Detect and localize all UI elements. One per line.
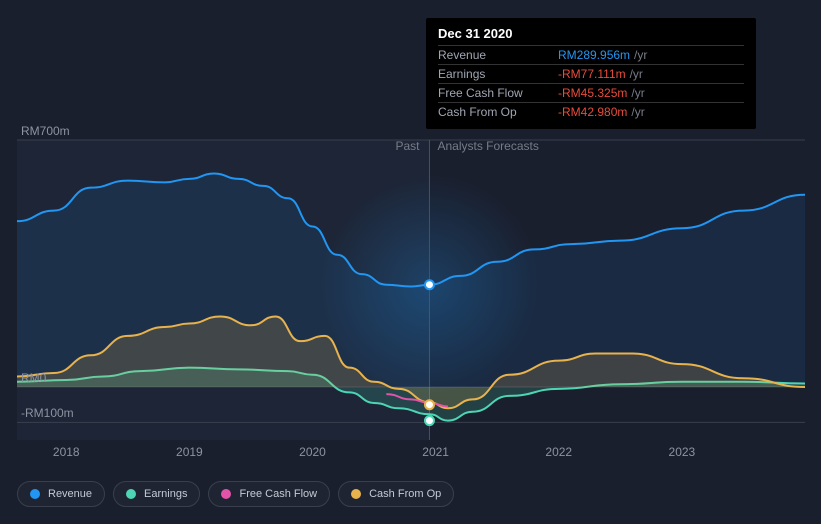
tooltip-row-unit: /yr bbox=[634, 48, 647, 62]
legend-item[interactable]: Earnings bbox=[113, 481, 200, 507]
tooltip-row-unit: /yr bbox=[631, 86, 644, 100]
y-axis-label: RM700m bbox=[21, 124, 70, 138]
tooltip-row: Earnings-RM77.111m/yr bbox=[438, 64, 744, 83]
x-axis-label: 2022 bbox=[545, 445, 572, 459]
tooltip-row: Free Cash Flow-RM45.325m/yr bbox=[438, 83, 744, 102]
legend-dot-icon bbox=[30, 489, 40, 499]
tooltip-row: Cash From Op-RM42.980m/yr bbox=[438, 102, 744, 121]
marker-revenue bbox=[425, 280, 434, 289]
legend-dot-icon bbox=[351, 489, 361, 499]
x-axis-label: 2018 bbox=[53, 445, 80, 459]
tooltip-row-unit: /yr bbox=[631, 105, 644, 119]
tooltip-row-value: -RM77.111m bbox=[558, 67, 626, 81]
tooltip-row-label: Cash From Op bbox=[438, 105, 558, 119]
tooltip-row-value: -RM45.325m bbox=[558, 86, 627, 100]
legend-item-label: Earnings bbox=[144, 488, 187, 500]
marker-cash_from_op bbox=[425, 400, 434, 409]
legend-item[interactable]: Cash From Op bbox=[338, 481, 454, 507]
tooltip: Dec 31 2020RevenueRM289.956m/yrEarnings-… bbox=[426, 18, 756, 129]
past-label: Past bbox=[395, 139, 419, 153]
tooltip-date: Dec 31 2020 bbox=[438, 26, 744, 41]
legend-item-label: Revenue bbox=[48, 488, 92, 500]
tooltip-row-label: Earnings bbox=[438, 67, 558, 81]
x-axis-label: 2023 bbox=[669, 445, 696, 459]
forecast-label: Analysts Forecasts bbox=[437, 139, 538, 153]
legend-item-label: Free Cash Flow bbox=[239, 488, 317, 500]
marker-earnings bbox=[425, 416, 434, 425]
tooltip-row: RevenueRM289.956m/yr bbox=[438, 45, 744, 64]
tooltip-row-unit: /yr bbox=[630, 67, 643, 81]
x-axis-label: 2020 bbox=[299, 445, 326, 459]
financial-chart: RM700m RM0 -RM100m 2018 2019 2020 2021 2022 2023… bbox=[0, 0, 821, 524]
tooltip-row-value: RM289.956m bbox=[558, 48, 630, 62]
x-axis-label: 2021 bbox=[422, 445, 449, 459]
legend-item[interactable]: Free Cash Flow bbox=[208, 481, 330, 507]
tooltip-row-label: Free Cash Flow bbox=[438, 86, 558, 100]
x-axis-label: 2019 bbox=[176, 445, 203, 459]
y-axis-label: -RM100m bbox=[21, 406, 74, 420]
tooltip-row-label: Revenue bbox=[438, 48, 558, 62]
y-axis-label: RM0 bbox=[21, 371, 46, 385]
tooltip-row-value: -RM42.980m bbox=[558, 105, 627, 119]
legend: Revenue Earnings Free Cash Flow Cash From O… bbox=[17, 481, 454, 507]
legend-dot-icon bbox=[221, 489, 231, 499]
legend-item[interactable]: Revenue bbox=[17, 481, 105, 507]
legend-item-label: Cash From Op bbox=[369, 488, 441, 500]
legend-dot-icon bbox=[126, 489, 136, 499]
